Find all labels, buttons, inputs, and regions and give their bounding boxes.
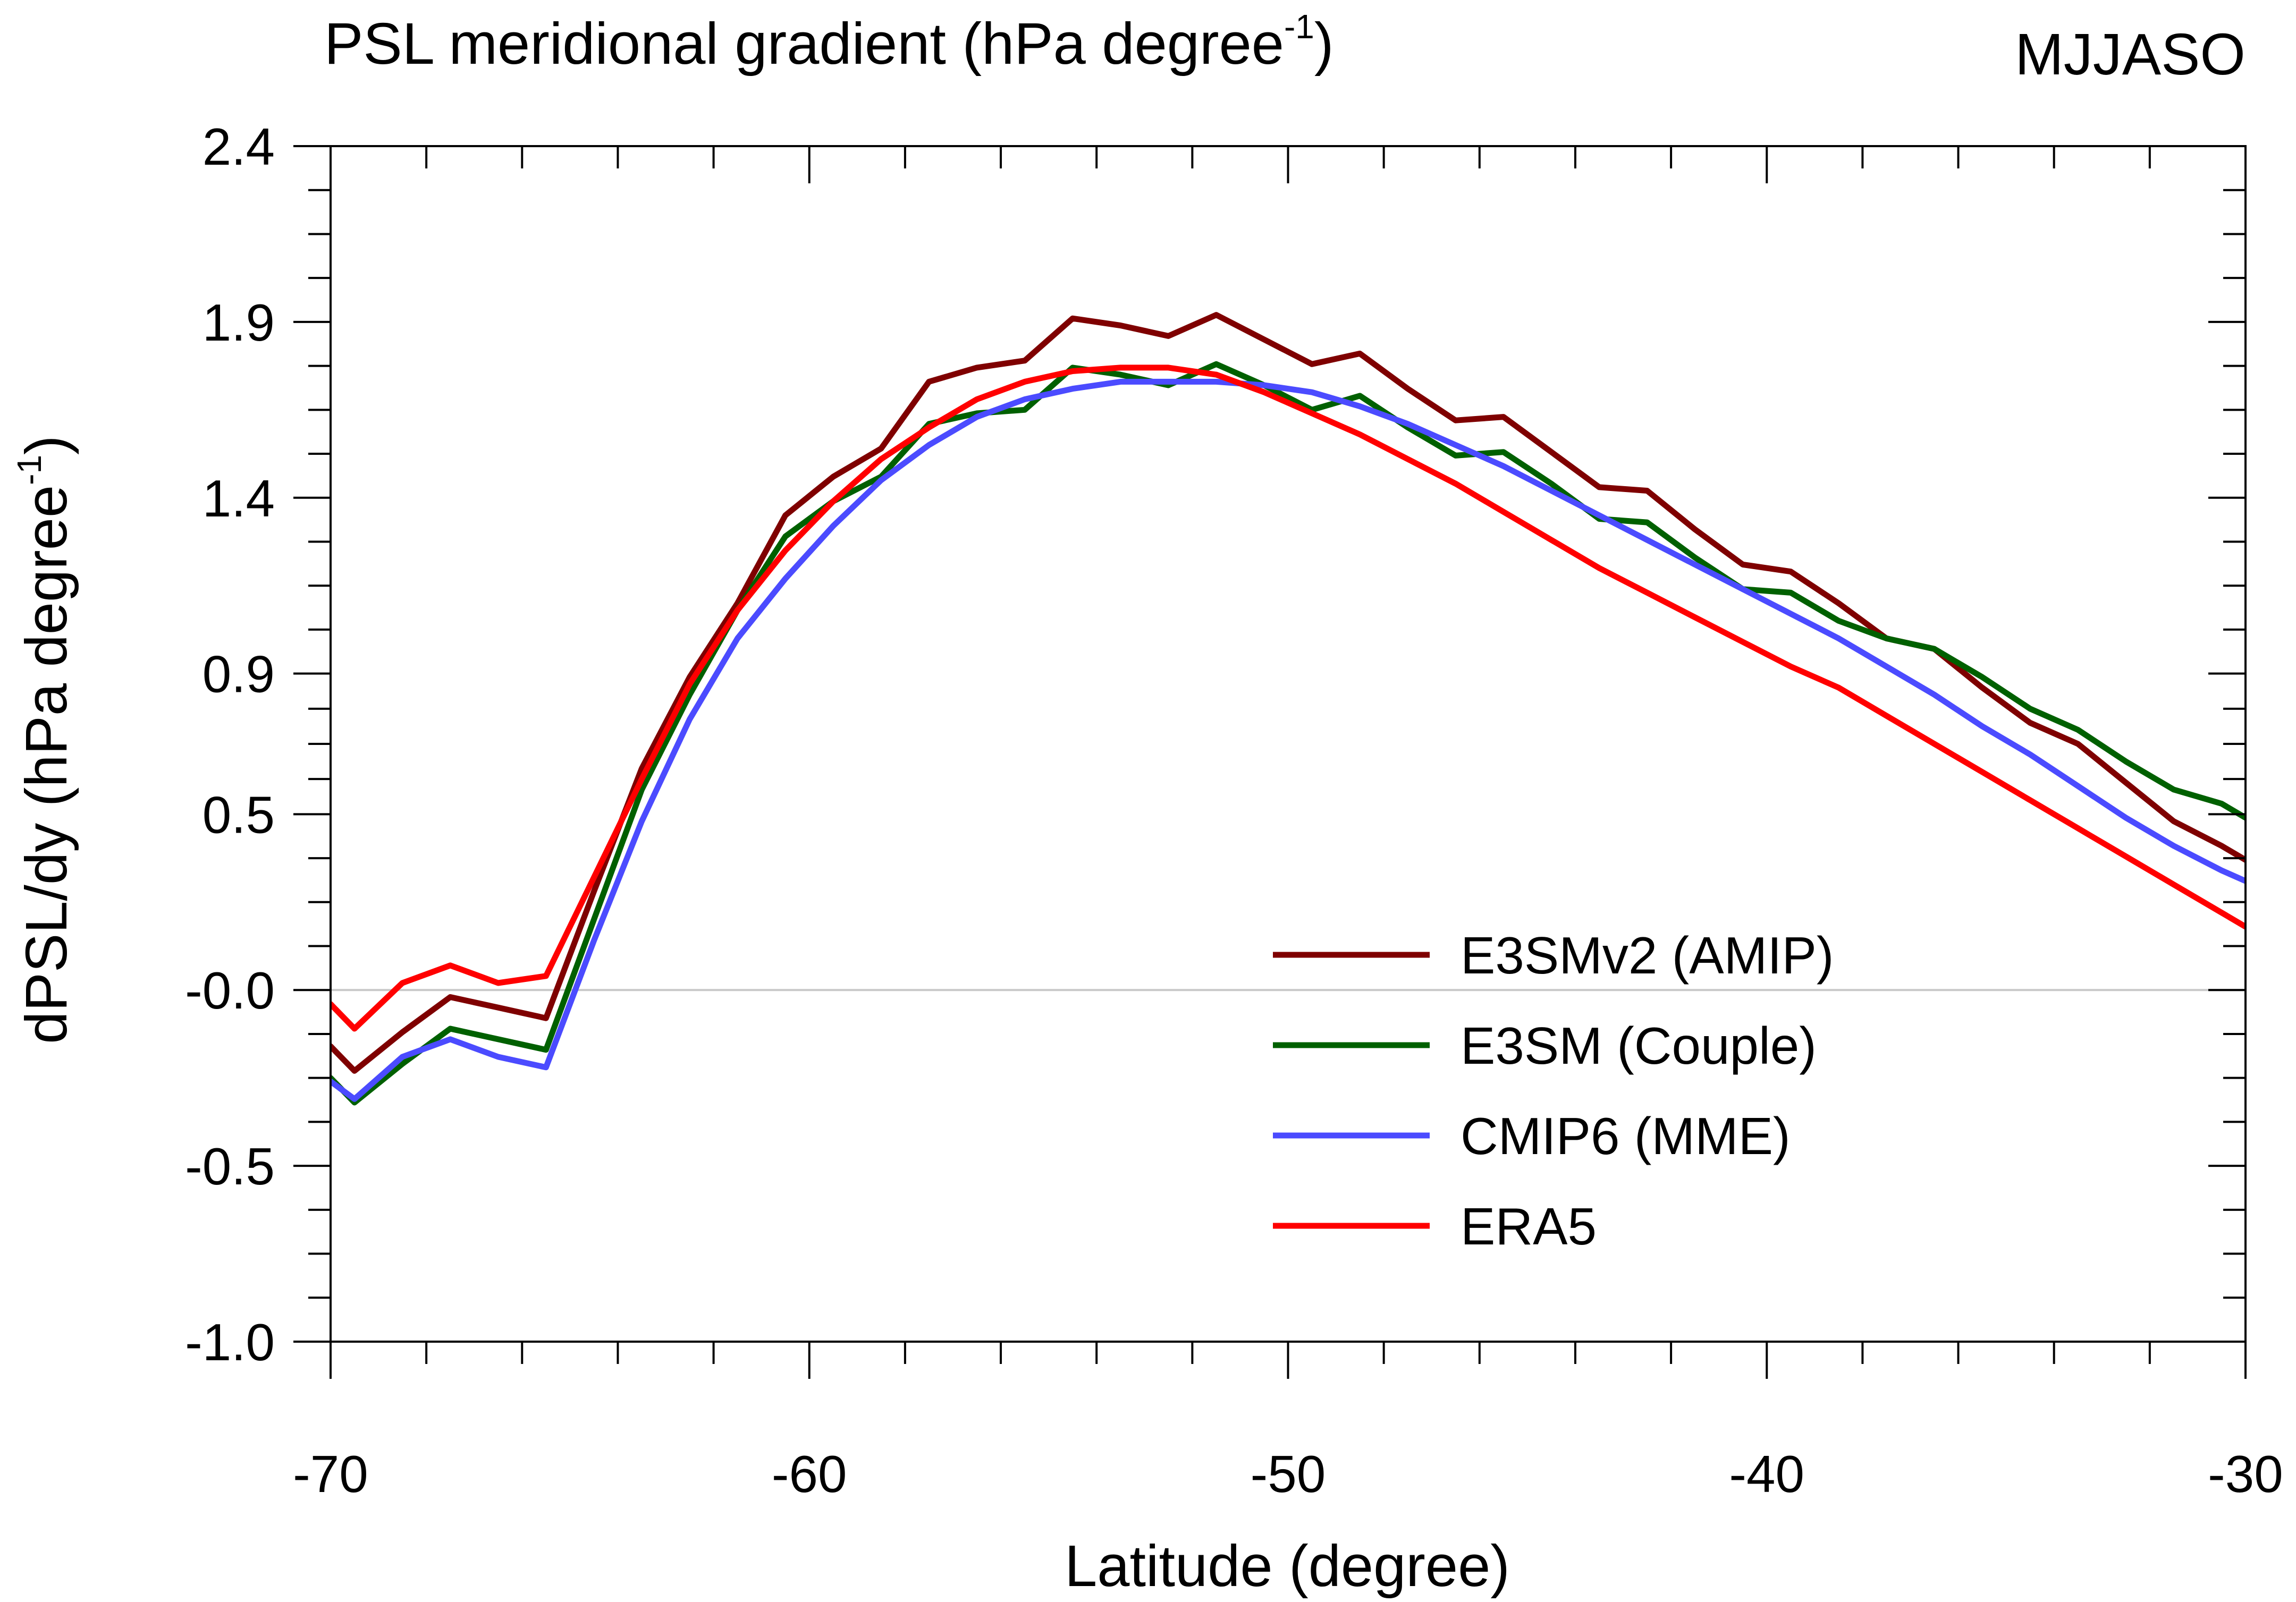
y-tick-label: 1.4 — [202, 469, 275, 528]
x-axis-title: Latitude (degree) — [1065, 1533, 1510, 1599]
y-tick-label: 1.9 — [202, 293, 275, 352]
y-axis-title-suffix: ) — [14, 435, 79, 455]
x-tick-label: -40 — [1729, 1445, 1804, 1503]
legend-label-1: E3SMv2 (AMIP) — [1461, 926, 1834, 985]
y-axis-title-main: dPSL/dy (hPa degree — [14, 485, 79, 1044]
y-tick-label: 2.4 — [202, 117, 275, 176]
series-line-3 — [331, 378, 2246, 1102]
season-label: MJJASO — [2015, 22, 2246, 87]
series-line-2 — [331, 361, 2246, 1106]
series-layer — [331, 312, 2246, 1106]
chart-title-superscript: -1 — [1284, 7, 1314, 46]
y-tick-label: -1.0 — [185, 1313, 275, 1371]
axis-ticks: -70 -60 -50 -40 -30 -1.0 -0.5 -0.0 0.5 0.9 1.4 1.9 2… — [185, 117, 2283, 1503]
y-axis-title-superscript: -1 — [10, 455, 48, 485]
legend: E3SMv2 (AMIP) E3SM (Couple) CMIP6 (MME) ERA… — [1273, 926, 1834, 1256]
y-tick-label: -0.5 — [185, 1137, 275, 1196]
legend-label-3: CMIP6 (MME) — [1461, 1107, 1791, 1165]
chart-title-main: PSL meridional gradient (hPa degree — [324, 11, 1284, 77]
plot-frame — [330, 145, 2247, 1343]
x-tick-label: -70 — [293, 1445, 368, 1503]
chart-title: PSL meridional gradient (hPa degree-1) — [324, 7, 1333, 77]
legend-label-2: E3SM (Couple) — [1461, 1016, 1817, 1075]
x-tick-label: -50 — [1251, 1445, 1326, 1503]
x-tick-label: -60 — [772, 1445, 847, 1503]
series-line-4 — [331, 365, 2246, 1032]
y-tick-label: -0.0 — [185, 961, 275, 1020]
y-tick-label: 0.5 — [202, 785, 275, 844]
y-tick-label: 0.9 — [202, 645, 275, 703]
plot-border — [330, 145, 2247, 1343]
x-tick-label: -30 — [2208, 1445, 2283, 1503]
chart-title-suffix: ) — [1314, 11, 1334, 77]
legend-label-4: ERA5 — [1461, 1197, 1597, 1256]
y-axis-title: dPSL/dy (hPa degree-1) — [10, 435, 79, 1044]
